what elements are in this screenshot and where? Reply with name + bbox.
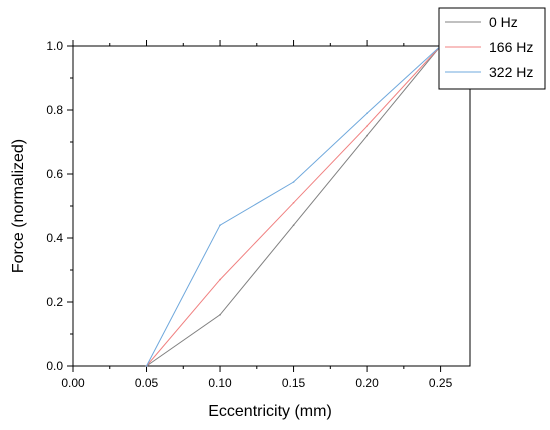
- y-tick-label: 0.8: [46, 103, 63, 117]
- legend-label: 0 Hz: [489, 14, 518, 30]
- y-axis-title: Force (normalized): [10, 139, 27, 273]
- x-axis: 0.00 0.05 0.10 0.15 0.20 0.25: [61, 40, 453, 390]
- legend-label: 322 Hz: [489, 64, 533, 80]
- x-tick-label: 0.10: [208, 376, 232, 390]
- legend-label: 166 Hz: [489, 39, 533, 55]
- y-tick-label: 1.0: [46, 39, 63, 53]
- x-axis-title: Eccentricity (mm): [208, 403, 332, 420]
- series-point: [292, 224, 295, 226]
- y-tick-label: 0.6: [46, 167, 63, 181]
- y-tick-label: 0.4: [46, 231, 63, 245]
- x-tick-label: 0.05: [135, 376, 159, 390]
- series-point: [292, 181, 295, 183]
- series-point: [366, 112, 368, 114]
- y-tick-label: 0.0: [46, 359, 63, 373]
- series-line-1: [146, 45, 441, 367]
- series-point: [219, 314, 221, 316]
- plot-frame: [72, 45, 471, 367]
- x-tick-label: 0.25: [429, 376, 453, 390]
- y-tick-label: 0.2: [46, 295, 63, 309]
- plot-border: [72, 45, 471, 367]
- series-point: [292, 202, 295, 204]
- series-lines: [145, 45, 442, 367]
- legend: 0 Hz 166 Hz 322 Hz: [438, 7, 546, 90]
- series-point: [366, 125, 368, 127]
- series-point: [145, 365, 148, 367]
- series-point: [219, 224, 221, 226]
- series-point: [366, 134, 368, 137]
- x-tick-label: 0.15: [282, 376, 306, 390]
- x-tick-label: 0.00: [61, 376, 85, 390]
- x-tick-label: 0.20: [355, 376, 379, 390]
- y-axis: 0.0 0.2 0.4 0.6 0.8 1.0: [46, 39, 73, 373]
- series-point: [219, 278, 221, 281]
